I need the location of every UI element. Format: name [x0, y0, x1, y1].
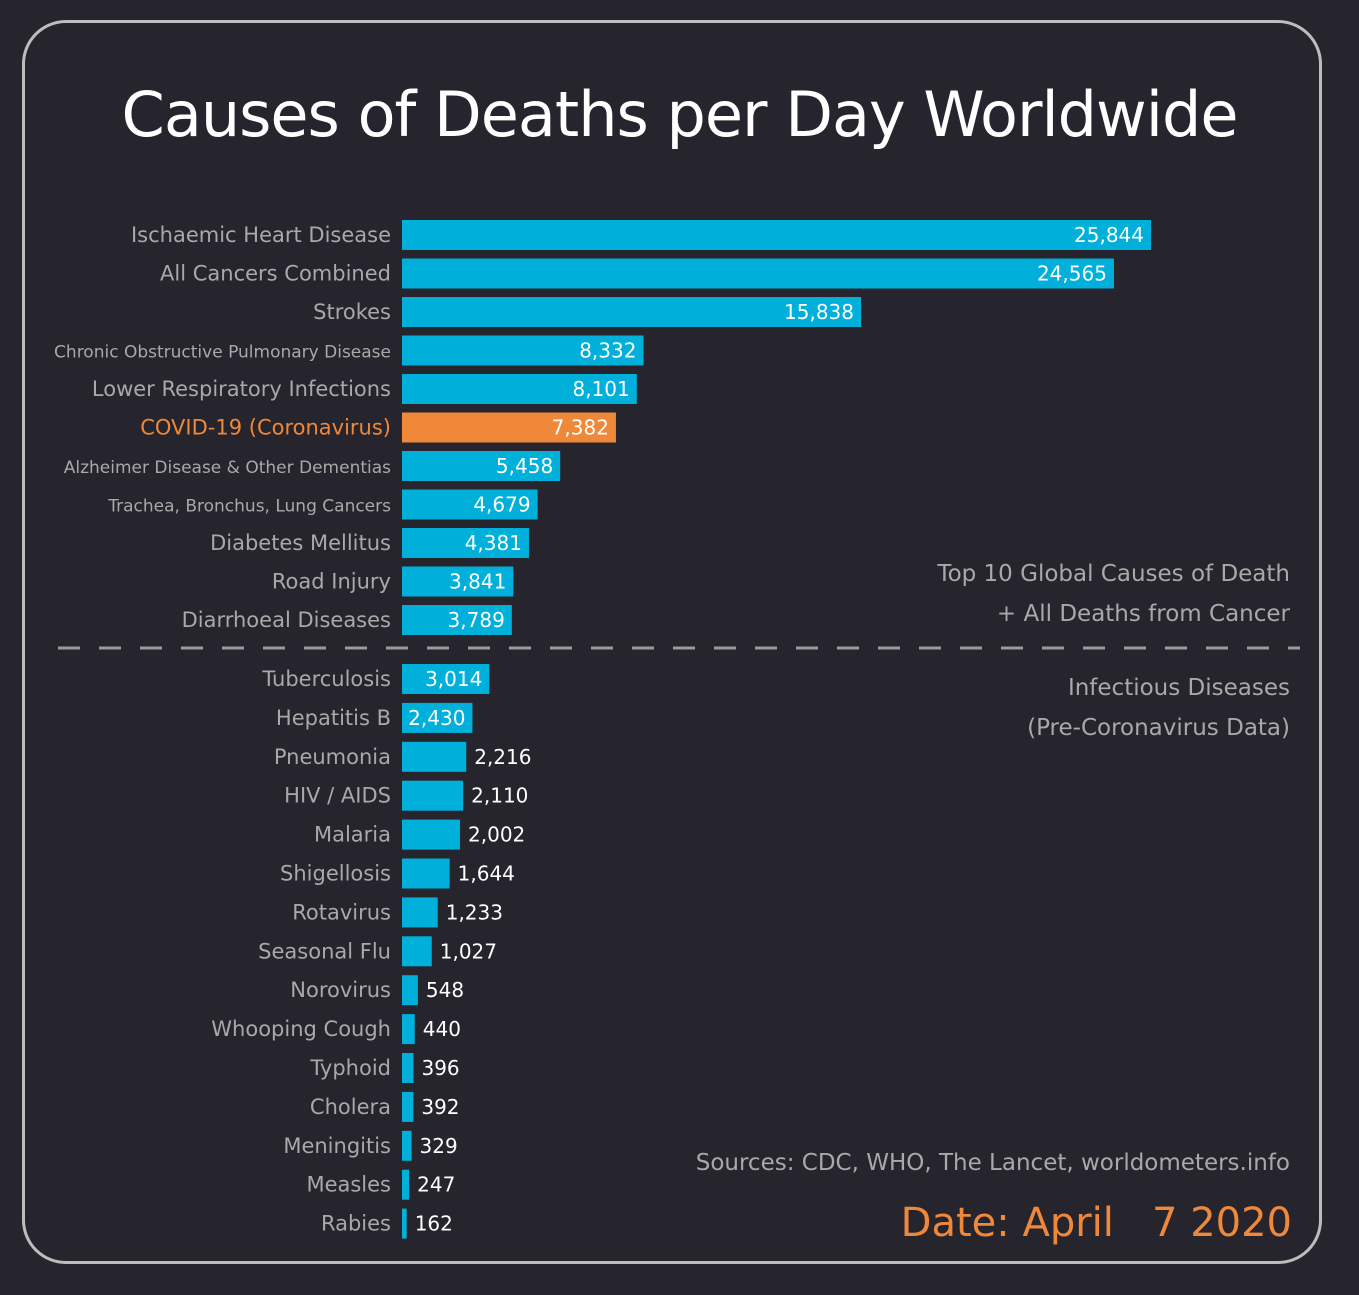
chart-frame [22, 20, 1322, 1264]
value-label: 392 [421, 1095, 459, 1119]
bar [402, 258, 1114, 289]
bar [402, 664, 490, 694]
category-label: HIV / AIDS [284, 784, 391, 808]
category-label: Chronic Obstructive Pulmonary Disease [54, 343, 391, 363]
value-label: 2,002 [468, 823, 525, 847]
value-label: 3,841 [449, 570, 506, 594]
bar [402, 936, 432, 967]
group-1-note-line-2: + All Deaths from Cancer [996, 601, 1290, 627]
value-label: 4,381 [465, 531, 522, 555]
bar [402, 780, 464, 811]
category-label: Typhoid [309, 1056, 391, 1080]
bar [402, 1130, 412, 1161]
value-label: 7,382 [552, 416, 609, 440]
category-label: Lower Respiratory Infections [92, 377, 391, 401]
date-label: Date: April 7 2020 [900, 1200, 1292, 1246]
value-label: 24,565 [1037, 262, 1107, 286]
bar [402, 1169, 410, 1200]
category-label: Ischaemic Heart Disease [131, 223, 391, 247]
category-label: Measles [306, 1173, 391, 1197]
group-1-note-line-1: Top 10 Global Causes of Death [937, 561, 1290, 587]
category-label: Rotavirus [292, 900, 391, 924]
value-label: 548 [426, 978, 464, 1002]
category-label: Trachea, Bronchus, Lung Cancers [107, 497, 391, 517]
group-2-note: Infectious Diseases (Pre-Coronavirus Dat… [1027, 668, 1290, 748]
bar [402, 566, 514, 597]
category-label: Road Injury [272, 570, 391, 594]
category-label: All Cancers Combined [160, 262, 391, 286]
sources-note: Sources: CDC, WHO, The Lancet, worldomet… [695, 1150, 1290, 1176]
category-label: Hepatitis B [276, 706, 391, 730]
category-label: Diabetes Mellitus [210, 531, 391, 555]
category-label: Rabies [321, 1212, 391, 1236]
category-label: Alzheimer Disease & Other Dementias [64, 458, 391, 478]
category-label: Strokes [313, 300, 391, 324]
value-label: 8,101 [573, 377, 630, 401]
bar [402, 858, 450, 889]
bar [402, 335, 644, 366]
value-label: 162 [415, 1212, 453, 1236]
value-label: 2,216 [474, 745, 531, 769]
bar [402, 975, 418, 1006]
value-label: 1,233 [446, 900, 503, 924]
bar [402, 1208, 407, 1239]
bar [402, 297, 862, 327]
category-label: Shigellosis [280, 862, 391, 886]
category-label: Whooping Cough [211, 1017, 391, 1041]
bar [402, 1091, 414, 1122]
bar [402, 220, 1151, 250]
value-label: 1,027 [440, 939, 497, 963]
group-1-note: Top 10 Global Causes of Death + All Deat… [937, 554, 1290, 634]
bar [402, 489, 538, 520]
bar [402, 374, 637, 404]
group-2-note-line-2: (Pre-Coronavirus Data) [1027, 715, 1290, 741]
value-label: 1,644 [458, 862, 515, 886]
bar [402, 1053, 414, 1083]
category-label: Malaria [314, 823, 391, 847]
group-2-note-line-1: Infectious Diseases [1067, 675, 1290, 701]
category-label: Cholera [310, 1095, 391, 1119]
value-label: 396 [421, 1056, 459, 1080]
chart-title: Causes of Deaths per Day Worldwide [121, 78, 1239, 151]
value-label: 4,679 [473, 493, 530, 517]
category-label: Diarrhoeal Diseases [182, 608, 391, 632]
bar [402, 741, 467, 772]
category-label: Meningitis [283, 1134, 391, 1158]
value-label: 8,332 [579, 339, 636, 363]
value-label: 3,789 [448, 608, 505, 632]
bar [402, 897, 438, 928]
value-label: 329 [420, 1134, 458, 1158]
value-label: 5,458 [496, 454, 553, 478]
bar [402, 528, 529, 558]
value-label: 2,110 [471, 784, 528, 808]
bar [402, 412, 616, 443]
category-label: Tuberculosis [261, 667, 391, 691]
category-label: COVID-19 (Coronavirus) [140, 416, 391, 440]
bar [402, 605, 512, 635]
value-label: 2,430 [408, 706, 465, 730]
value-label: 3,014 [425, 667, 482, 691]
category-label: Seasonal Flu [258, 939, 391, 963]
value-label: 440 [423, 1017, 461, 1041]
bar [402, 1014, 415, 1045]
bar [402, 819, 461, 850]
bar [402, 451, 561, 481]
value-label: 247 [417, 1173, 455, 1197]
category-label: Norovirus [290, 978, 391, 1002]
value-label: 25,844 [1074, 223, 1144, 247]
category-label: Pneumonia [274, 745, 391, 769]
bar [402, 702, 473, 733]
value-label: 15,838 [784, 300, 854, 324]
